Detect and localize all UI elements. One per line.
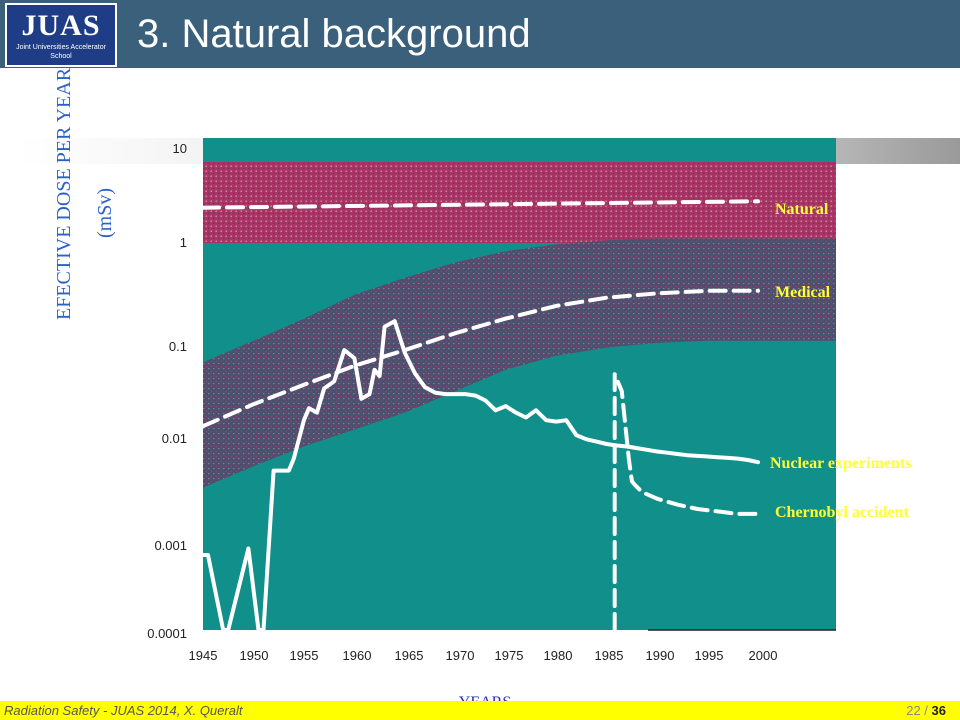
- x-tick-label: 1950: [239, 648, 269, 663]
- page-separator: /: [920, 703, 932, 718]
- x-tick-label: 1965: [394, 648, 424, 663]
- page-number: 22 / 36: [906, 703, 946, 718]
- slide-footer: Radiation Safety - JUAS 2014, X. Queralt…: [0, 701, 960, 720]
- x-tick-label: 1985: [594, 648, 624, 663]
- series-label-nuclear-experiments: Nuclear experiments: [770, 455, 912, 472]
- series-label-medical: Medical: [775, 284, 831, 301]
- series-label-chernobyl-accident: Chernobyl accident: [775, 504, 909, 521]
- y-axis-label: EFECTIVE DOSE PER YEAR: [53, 67, 75, 320]
- series-label-natural: Natural: [775, 201, 829, 218]
- medical-series-line: [201, 288, 760, 429]
- y-tick-label: 0.0001: [147, 626, 187, 641]
- page-current: 22: [906, 703, 921, 718]
- x-tick-label: 1970: [445, 648, 475, 663]
- y-tick-label: 1: [179, 235, 187, 250]
- y-tick-label: 10: [172, 141, 187, 156]
- slide-header: JUAS Joint Universities Accelerator Scho…: [0, 0, 960, 68]
- medical-band: [203, 238, 836, 488]
- x-tick-label: 2000: [748, 648, 778, 663]
- x-tick-label: 1955: [289, 648, 319, 663]
- chernobyl-accident-series-line: [612, 372, 760, 632]
- dose-chart: [201, 138, 836, 632]
- y-tick-label: 0.01: [161, 431, 187, 446]
- x-tick-label: 1960: [342, 648, 372, 663]
- natural-series-line: [201, 199, 760, 210]
- x-tick-label: 1990: [645, 648, 675, 663]
- logo-subtitle: Joint Universities Accelerator School: [16, 44, 106, 60]
- y-tick-label: 0.1: [168, 339, 187, 354]
- x-tick-label: 1945: [188, 648, 218, 663]
- slide-title: 3. Natural background: [137, 12, 531, 56]
- x-tick-label: 1975: [494, 648, 524, 663]
- nuclear-experiments-series-line: [201, 319, 760, 632]
- x-tick-label: 1980: [543, 648, 573, 663]
- footer-credit: Radiation Safety - JUAS 2014, X. Queralt: [4, 703, 243, 718]
- x-tick-label: 1995: [694, 648, 724, 663]
- page-total: 36: [931, 703, 946, 718]
- y-axis-unit-label: (mSv): [94, 188, 116, 238]
- y-tick-label: 0.001: [154, 538, 187, 553]
- juas-logo: JUAS Joint Universities Accelerator Scho…: [5, 3, 117, 67]
- logo-text: JUAS: [21, 9, 101, 42]
